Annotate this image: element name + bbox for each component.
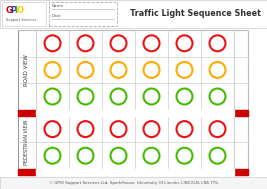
Text: © GPIO Support Services Ltd, SparkHouse, University Of Lincoln, LINCOLN, LN6 7TS: © GPIO Support Services Ltd, SparkHouse,… bbox=[49, 181, 218, 185]
Text: G: G bbox=[6, 6, 13, 15]
Bar bbox=[18, 30, 248, 175]
Text: ROAD VIEW: ROAD VIEW bbox=[25, 54, 29, 86]
Bar bbox=[49, 2, 117, 26]
Text: P: P bbox=[10, 6, 16, 15]
Bar bbox=[36, 169, 234, 175]
Bar bbox=[0, 177, 267, 189]
Text: I: I bbox=[14, 6, 17, 15]
Text: PEDESTRIAN VIEW: PEDESTRIAN VIEW bbox=[25, 120, 29, 165]
Bar bbox=[18, 169, 36, 175]
Text: Traffic Light Sequence Sheet: Traffic Light Sequence Sheet bbox=[129, 9, 260, 19]
Text: Name: Name bbox=[52, 4, 64, 8]
Bar bbox=[18, 110, 36, 116]
Bar bbox=[2, 2, 46, 26]
Text: Date: Date bbox=[52, 14, 62, 18]
Text: O: O bbox=[17, 6, 24, 15]
Bar bbox=[36, 110, 234, 116]
Bar bbox=[234, 169, 248, 175]
Bar bbox=[0, 0, 267, 28]
Text: Support Services: Support Services bbox=[6, 18, 36, 22]
Bar bbox=[234, 110, 248, 116]
